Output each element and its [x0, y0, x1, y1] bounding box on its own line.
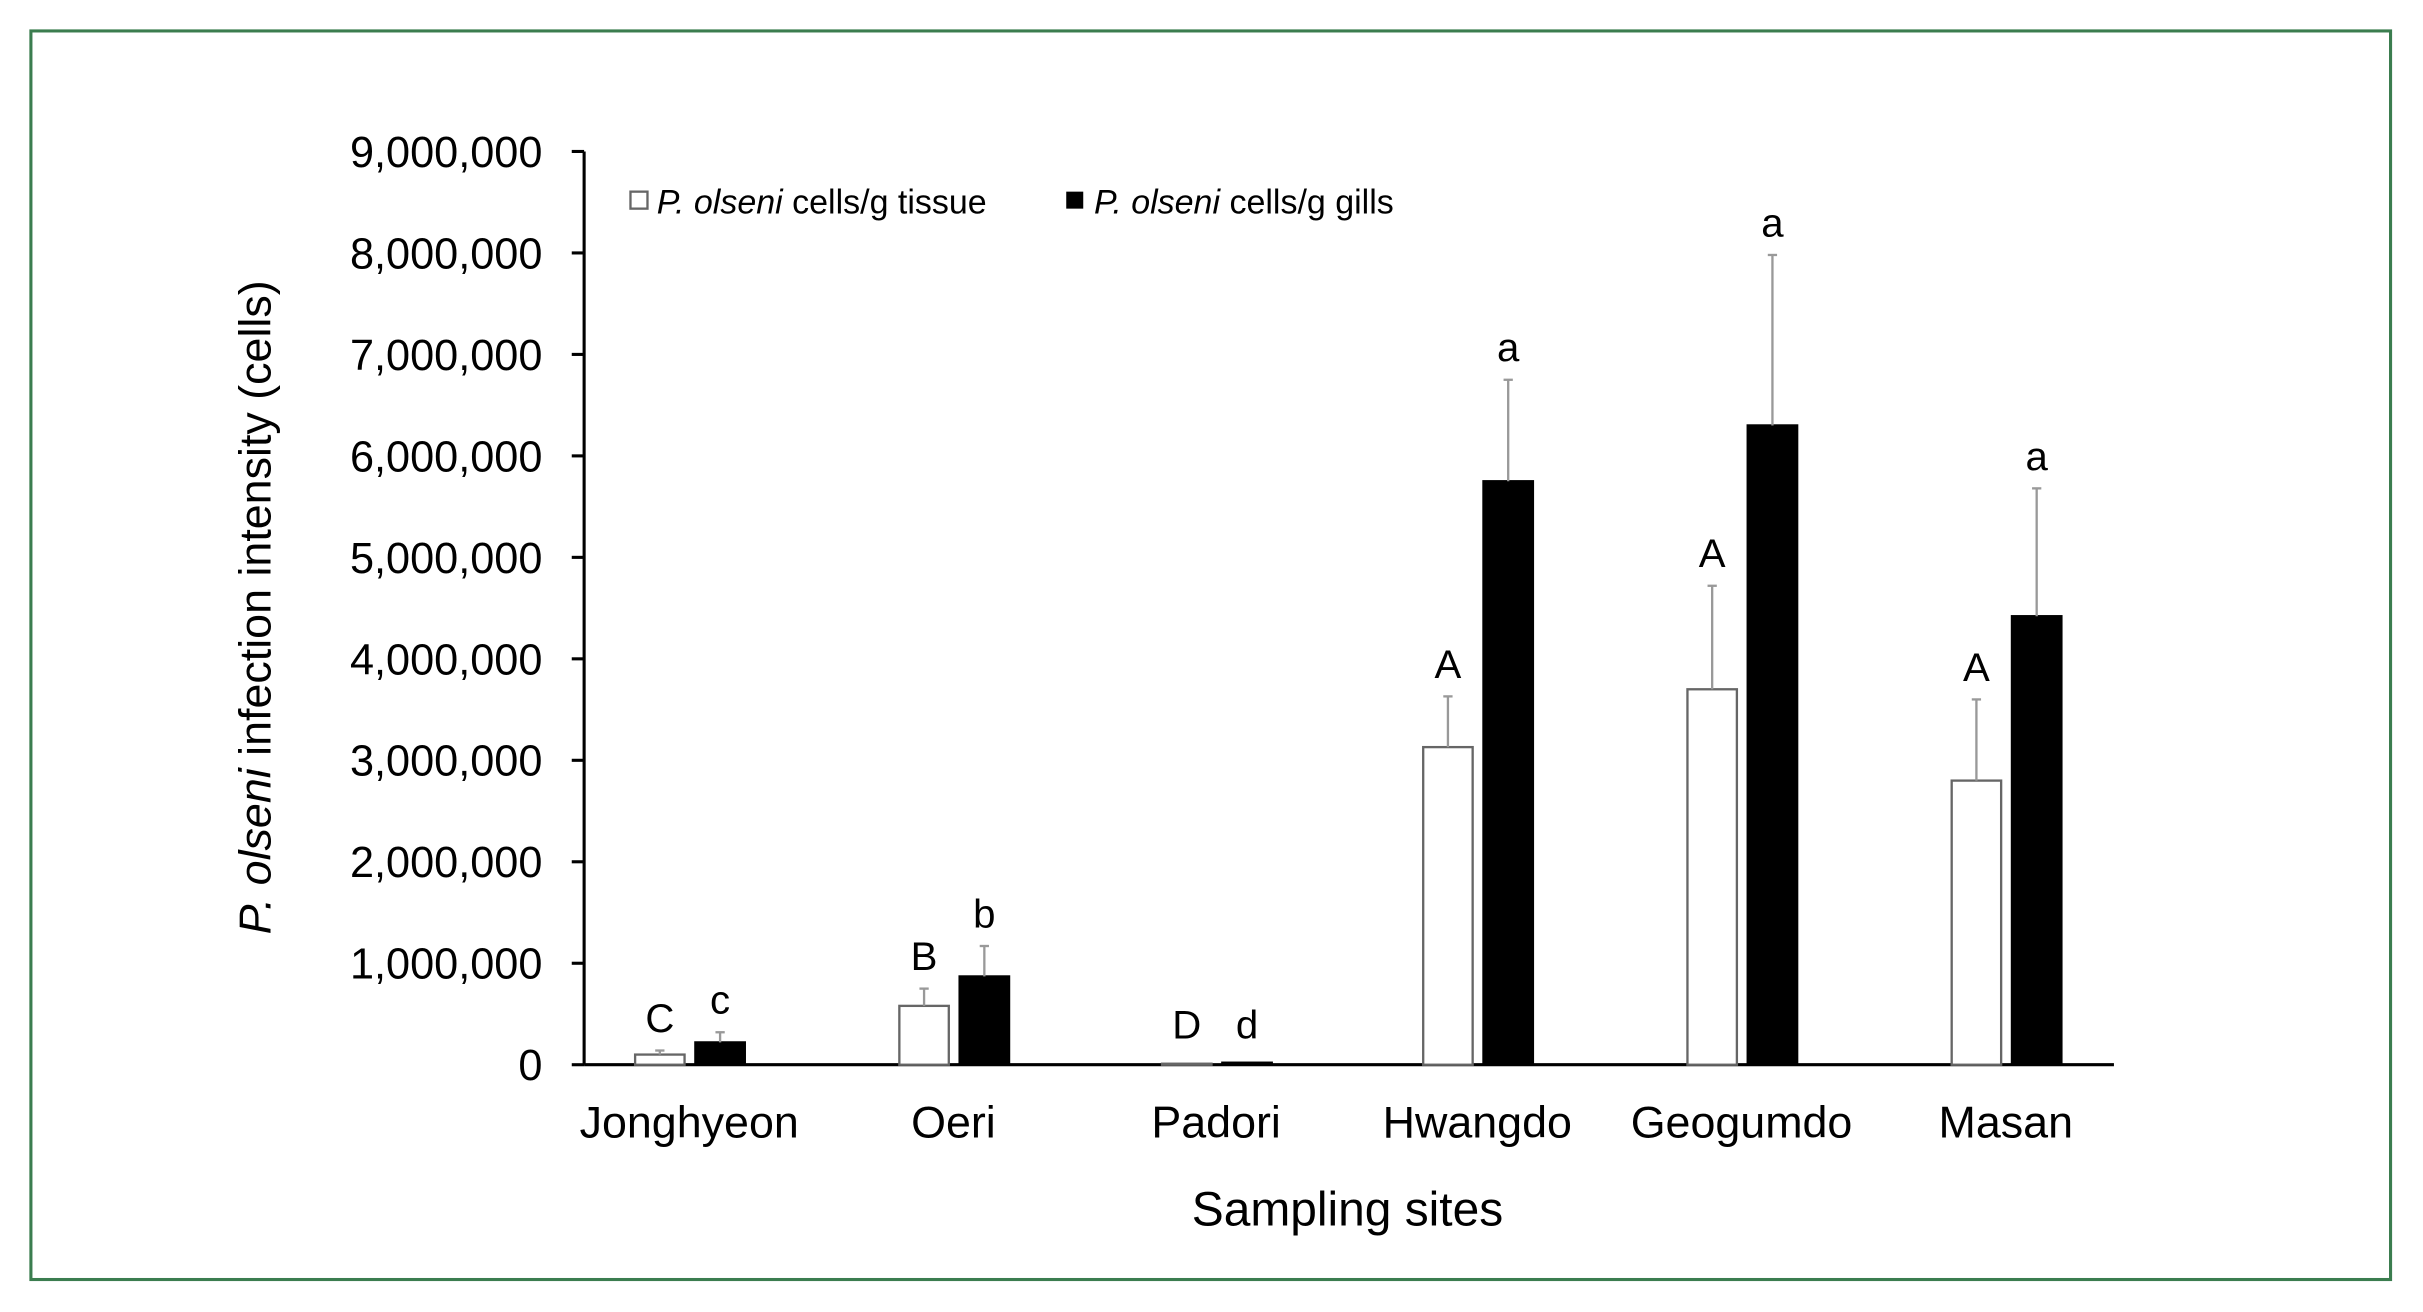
x-tick-label: Hwangdo [1383, 1097, 1572, 1147]
bar-tissue [633, 1053, 686, 1066]
significance-letter: a [1497, 325, 1520, 370]
legend-label-gills: P. olseni cells/g gills [1094, 183, 1394, 221]
legend-swatch-gills [1066, 191, 1084, 209]
significance-letter: A [1963, 645, 1990, 690]
significance-letter: B [911, 934, 938, 979]
significance-letter: a [2026, 434, 2049, 479]
bar-tissue [1160, 1062, 1213, 1066]
bar-gills [1482, 480, 1535, 1066]
y-tick-label: 7,000,000 [350, 332, 542, 380]
bar-tissue [1950, 779, 2003, 1066]
y-tick-label: 6,000,000 [350, 433, 542, 481]
bar-gills [2010, 615, 2063, 1066]
bar-tissue [898, 1004, 950, 1066]
y-axis-title-rest: infection intensity (cells) [230, 280, 280, 768]
y-tick-label: 9,000,000 [350, 129, 542, 177]
significance-letter: b [973, 891, 995, 936]
significance-letter: c [710, 978, 730, 1023]
y-tick-label: 3,000,000 [350, 738, 542, 786]
frame-border [29, 29, 2393, 1282]
significance-letter: d [1236, 1002, 1258, 1047]
x-tick-label: Jonghyeon [580, 1097, 799, 1147]
y-tick-label: 4,000,000 [350, 636, 542, 684]
bar-tissue [1422, 745, 1474, 1066]
bar-gills [1746, 424, 1799, 1066]
bar-gills [958, 975, 1011, 1066]
x-tick-label: Masan [1939, 1097, 2073, 1147]
bar-tissue [1686, 688, 1739, 1066]
bar-gills [1221, 1061, 1273, 1066]
y-tick-label: 8,000,000 [350, 230, 542, 278]
y-tick-label: 0 [518, 1042, 542, 1090]
significance-letter: D [1172, 1002, 1201, 1047]
legend: P. olseni cells/g tissue P. olseni cells… [629, 183, 1394, 221]
x-tick-label: Padori [1151, 1097, 1281, 1147]
legend-swatch-tissue [629, 190, 649, 210]
x-tick-label: Oeri [911, 1097, 996, 1147]
y-axis-title-italic: P. olseni [230, 767, 280, 934]
significance-letter: C [645, 996, 674, 1041]
x-tick-label: Geogumdo [1631, 1097, 1853, 1147]
y-tick-label: 5,000,000 [350, 535, 542, 583]
significance-letter: A [1699, 531, 1726, 576]
legend-label-tissue: P. olseni cells/g tissue [657, 183, 987, 221]
y-axis-title: P. olseni infection intensity (cells) [230, 280, 280, 934]
bar-gills [694, 1041, 746, 1066]
significance-letter: a [1761, 200, 1784, 245]
y-tick-label: 2,000,000 [350, 839, 542, 887]
x-axis-title: Sampling sites [1192, 1183, 1503, 1236]
y-tick-label: 1,000,000 [350, 941, 542, 989]
significance-letter: A [1435, 642, 1462, 687]
